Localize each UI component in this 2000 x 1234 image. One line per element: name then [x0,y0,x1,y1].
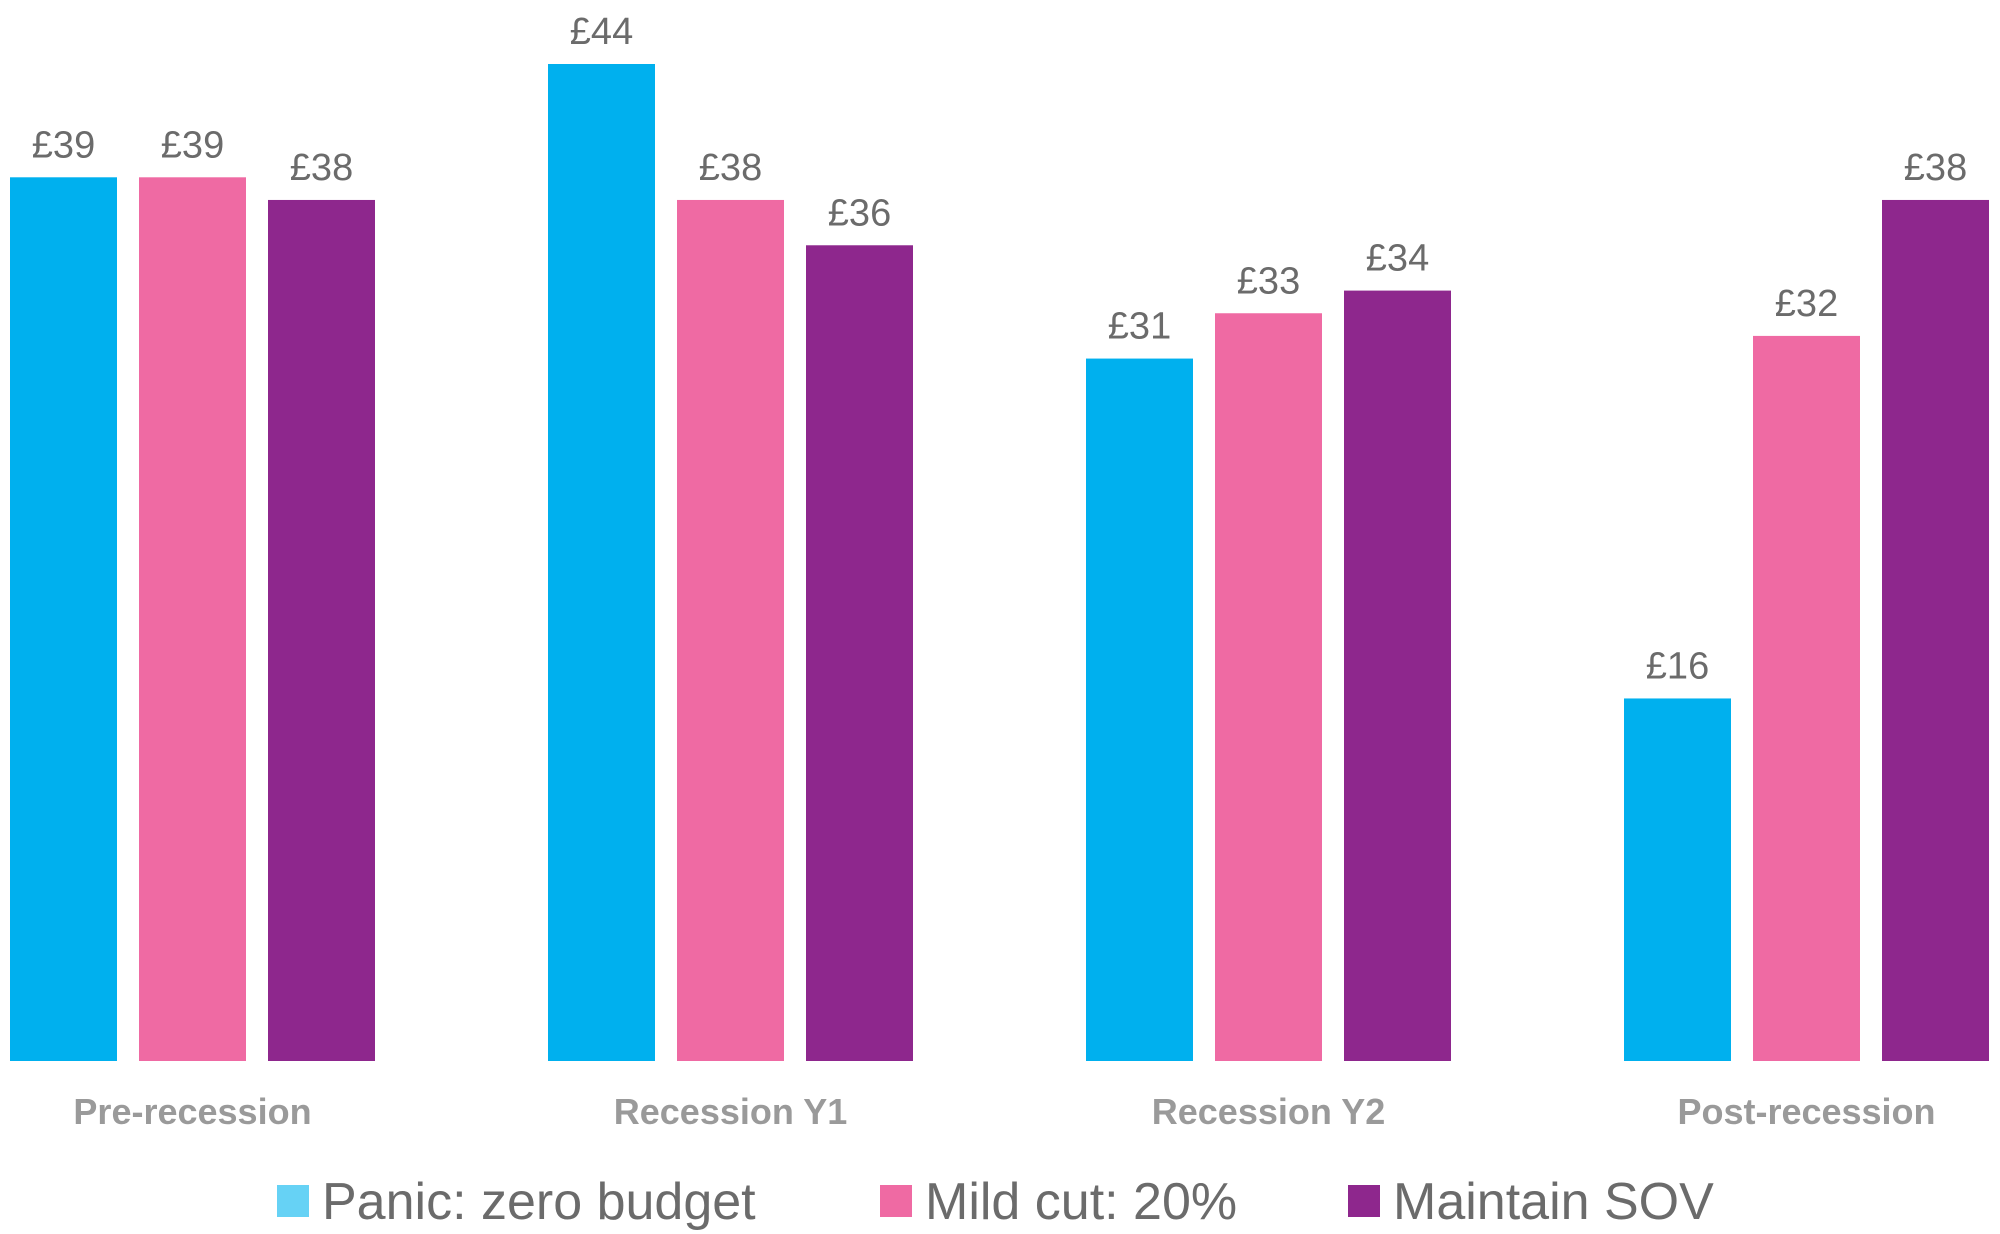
category-label-4: Post-recession [1677,1091,1935,1132]
value-label-4-3: £38 [1904,147,1967,189]
value-labels-group: £39 £39 £38 £44 £38 £36 £31 £33 £34 £16 £32 £38 [32,11,1967,687]
bar-4-1 [1624,698,1731,1061]
value-label-4-2: £32 [1775,283,1838,325]
category-label-3: Recession Y2 [1152,1091,1385,1132]
category-labels-group: Pre-recession Recession Y1 Recession Y2 Pos… [73,1091,1935,1132]
value-label-2-2: £38 [699,147,762,189]
bar-1-1 [10,177,117,1061]
bar-2-2 [677,199,784,1062]
legend-swatch-3 [1348,1185,1380,1217]
category-label-2: Recession Y1 [614,1091,847,1132]
value-label-4-1: £16 [1646,645,1709,687]
legend-label-3: Maintain SOV [1393,1173,1714,1231]
bar-4-3 [1882,199,1989,1062]
bar-3-2 [1215,313,1322,1061]
legend-label-2: Mild cut: 20% [925,1173,1237,1231]
legend-swatch-2 [880,1185,912,1217]
value-label-3-1: £31 [1108,306,1171,348]
bars-group [10,64,1989,1062]
value-label-3-2: £33 [1237,260,1300,302]
value-label-1-1: £39 [32,124,95,166]
bar-3-3 [1344,290,1451,1061]
value-label-1-2: £39 [161,124,224,166]
category-label-1: Pre-recession [73,1091,311,1132]
value-label-2-1: £44 [570,11,633,53]
bar-1-3 [268,199,375,1062]
legend: Panic: zero budget Mild cut: 20% Maintain … [277,1173,1714,1231]
bar-2-3 [806,245,913,1062]
bar-2-1 [548,64,655,1061]
bar-4-2 [1753,335,1860,1062]
value-label-3-3: £34 [1366,238,1429,280]
legend-label-1: Panic: zero budget [322,1173,756,1231]
legend-swatch-1 [277,1185,309,1217]
value-label-1-3: £38 [290,147,353,189]
value-label-2-3: £36 [828,192,891,234]
bar-3-1 [1086,358,1193,1061]
bar-1-2 [139,177,246,1061]
